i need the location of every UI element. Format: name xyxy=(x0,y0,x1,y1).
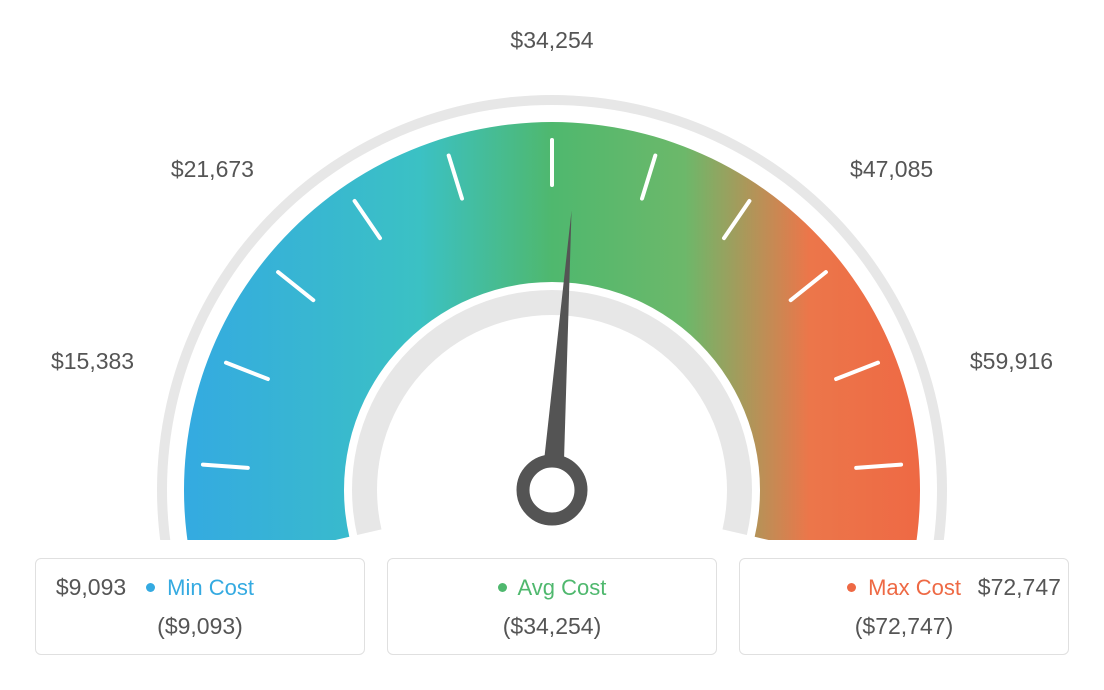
scale-label: $34,254 xyxy=(502,27,602,54)
legend-max-label: Max Cost xyxy=(868,575,961,600)
scale-label: $47,085 xyxy=(850,156,933,183)
legend-min-card: Min Cost ($9,093) xyxy=(35,558,365,655)
scale-label: $59,916 xyxy=(970,348,1053,375)
legend-max-dot-icon xyxy=(847,583,856,592)
legend-avg-title: Avg Cost xyxy=(388,575,716,601)
legend-avg-card: Avg Cost ($34,254) xyxy=(387,558,717,655)
gauge-svg xyxy=(20,20,1084,540)
scale-label: $15,383 xyxy=(39,348,134,375)
legend-avg-value: ($34,254) xyxy=(388,613,716,640)
legend-row: Min Cost ($9,093) Avg Cost ($34,254) Max… xyxy=(20,558,1084,655)
legend-min-dot-icon xyxy=(146,583,155,592)
legend-min-label: Min Cost xyxy=(167,575,254,600)
scale-label: $72,747 xyxy=(978,574,1061,601)
legend-avg-label: Avg Cost xyxy=(518,575,607,600)
scale-label: $21,673 xyxy=(159,156,254,183)
scale-label: $9,093 xyxy=(31,574,126,601)
gauge-chart: $9,093$15,383$21,673$34,254$47,085$59,91… xyxy=(20,20,1084,540)
legend-min-value: ($9,093) xyxy=(36,613,364,640)
legend-max-card: Max Cost ($72,747) xyxy=(739,558,1069,655)
legend-max-value: ($72,747) xyxy=(740,613,1068,640)
legend-avg-dot-icon xyxy=(498,583,507,592)
